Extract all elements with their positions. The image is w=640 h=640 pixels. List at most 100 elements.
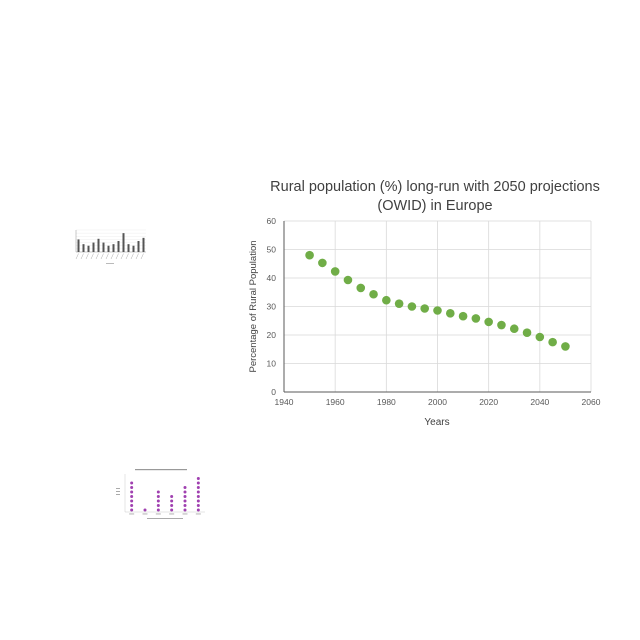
- thumb-dot: [183, 508, 187, 512]
- thumb-bar-tick-label: [75, 253, 79, 260]
- thumb-dot: [183, 499, 187, 503]
- data-point: [522, 328, 532, 338]
- data-point: [318, 258, 327, 268]
- thumb-dot: [130, 508, 134, 512]
- thumb-bar-tick-label: [110, 253, 114, 260]
- thumb-bar-tick-label: [140, 253, 144, 260]
- thumb-dot: [170, 495, 174, 498]
- thumb-bar: [122, 233, 125, 252]
- y-tick-label: 30: [267, 302, 277, 312]
- y-axis-label: Percentage of Rural Population: [248, 240, 259, 372]
- thumb-bar: [117, 241, 120, 252]
- thumb-dots-points: [130, 477, 200, 512]
- thumb-dots-tick-label: [142, 513, 148, 515]
- data-point: [548, 337, 557, 347]
- thumb-dot: [196, 499, 200, 503]
- thumb-dot: [183, 495, 187, 498]
- thumbnail-bar-chart: [75, 229, 146, 264]
- thumb-bar-xlabel: [106, 263, 114, 264]
- data-point: [471, 314, 481, 323]
- data-point: [382, 295, 391, 305]
- data-point: [509, 324, 519, 334]
- thumb-dot: [170, 499, 174, 503]
- thumb-dot: [170, 508, 174, 512]
- chart-title-line-1: Rural population (%) long-run with 2050 …: [270, 179, 600, 195]
- thumb-dot: [156, 495, 160, 498]
- thumb-bar: [142, 237, 145, 252]
- thumb-bar: [102, 242, 105, 252]
- thumb-dots-title: [135, 469, 187, 471]
- thumb-dot: [156, 490, 160, 494]
- thumb-dots-ylabel: [116, 488, 120, 489]
- thumb-dot: [130, 504, 134, 507]
- thumb-dot: [196, 504, 200, 507]
- data-point: [458, 311, 468, 321]
- thumb-bar-tick-labels: [75, 253, 144, 260]
- thumb-bar-tick-label: [80, 253, 84, 260]
- thumb-dots-tick-label: [182, 513, 188, 515]
- thumb-dots-tick-labels: [129, 513, 201, 515]
- y-tick-label: 0: [271, 387, 276, 397]
- thumb-dots-tick-label: [155, 513, 161, 515]
- y-tick-label: 50: [267, 245, 277, 255]
- data-point: [535, 332, 545, 342]
- x-tick-labels: 1940 1960 1980 2000 2020 2040 2060: [275, 397, 601, 407]
- thumb-bar: [82, 244, 85, 252]
- data-point: [394, 299, 404, 308]
- thumb-bar-tick-label: [105, 253, 109, 260]
- thumb-bar: [92, 242, 95, 252]
- thumb-dots-tick-label: [129, 513, 135, 515]
- thumb-dot: [143, 508, 147, 512]
- thumb-dot: [183, 486, 187, 489]
- thumb-dot: [156, 508, 160, 512]
- x-tick-label: 1940: [275, 397, 294, 407]
- thumb-dot: [130, 486, 134, 489]
- thumb-dot: [130, 490, 134, 494]
- thumb-dot: [156, 504, 160, 507]
- thumb-bar: [107, 245, 110, 252]
- data-point: [445, 309, 455, 318]
- thumb-dot: [170, 504, 174, 507]
- thumb-bar: [87, 245, 90, 252]
- data-point: [356, 283, 366, 293]
- thumb-bar-tick-label: [135, 253, 139, 260]
- x-tick-label: 2020: [479, 397, 498, 407]
- thumb-bar-tick-label: [120, 253, 124, 260]
- data-point: [407, 302, 417, 311]
- x-axis-label: Years: [424, 417, 449, 428]
- thumb-dots-tick-label: [195, 513, 201, 515]
- thumb-dots-tick-label: [169, 513, 175, 515]
- thumb-bar: [77, 239, 80, 252]
- thumb-bar-tick-label: [125, 253, 129, 260]
- data-point: [369, 289, 378, 299]
- data-point: [433, 306, 442, 315]
- thumb-dots-ylabel-2: [116, 491, 120, 492]
- thumb-dot: [196, 481, 200, 485]
- rural-population-chart: Rural population (%) long-run with 2050 …: [248, 179, 601, 428]
- thumb-dot: [130, 499, 134, 503]
- thumb-bar-tick-label: [95, 253, 99, 260]
- thumb-dot: [130, 481, 134, 485]
- thumb-dot: [196, 490, 200, 494]
- data-point: [561, 342, 570, 351]
- x-tick-label: 2000: [428, 397, 447, 407]
- x-tick-label: 2060: [582, 397, 601, 407]
- thumb-dots-ylabel-3: [116, 494, 120, 495]
- thumb-bar-grid: [76, 229, 146, 250]
- y-tick-label: 60: [267, 216, 277, 226]
- y-tick-labels: 0 10 20 30 40 50 60: [267, 216, 277, 397]
- thumb-bar: [132, 245, 135, 252]
- thumb-dot: [156, 499, 160, 503]
- thumb-dot: [196, 486, 200, 489]
- chart-gridlines: [284, 220, 592, 392]
- thumb-dot: [130, 495, 134, 498]
- thumb-dot: [183, 504, 187, 507]
- thumb-bar: [112, 244, 115, 252]
- data-points: [305, 250, 570, 351]
- thumb-bar: [97, 238, 100, 252]
- x-tick-label: 2040: [530, 397, 549, 407]
- data-point: [343, 275, 353, 285]
- thumb-bar-bars: [77, 233, 145, 252]
- y-tick-label: 40: [267, 273, 277, 283]
- x-tick-label: 1960: [326, 397, 345, 407]
